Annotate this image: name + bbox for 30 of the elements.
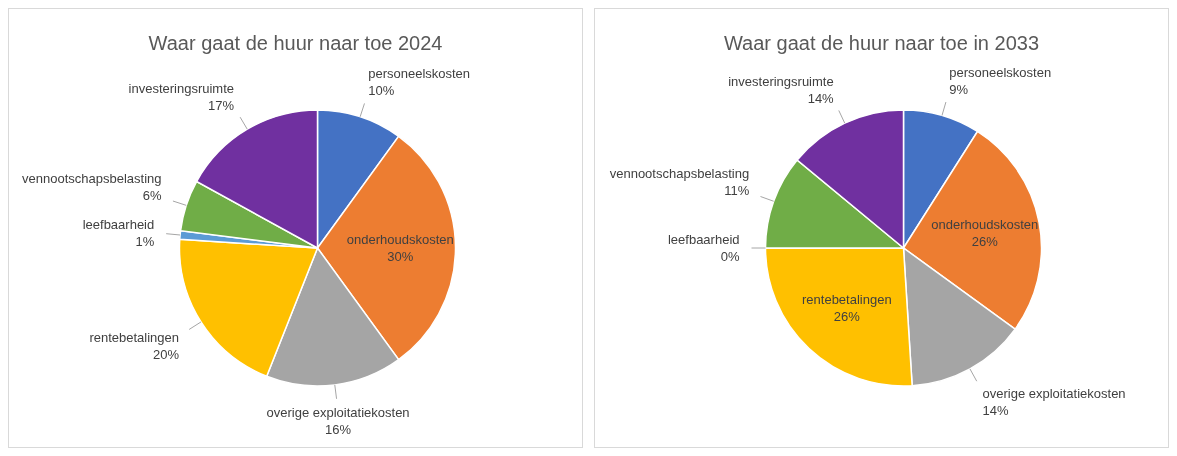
data-label: 20% — [153, 346, 180, 362]
slice-label: leefbaarheid — [82, 216, 155, 232]
data-label: 14% — [807, 90, 835, 106]
slice-label: onderhoudskosten — [931, 216, 1039, 232]
data-label: 11% — [724, 183, 750, 199]
slice-label: personeelskosten — [368, 66, 471, 82]
data-label: 6% — [142, 188, 162, 204]
data-label: 14% — [982, 402, 1009, 418]
data-label: 9% — [949, 81, 969, 97]
slice-label: vennootschapsbelasting — [609, 166, 750, 182]
data-label: 26% — [833, 309, 861, 325]
slice-label: investeringsruimte — [728, 73, 834, 89]
slice-label: overige exploitatiekosten — [982, 385, 1126, 401]
chart-title: Waar gaat de huur naar toe in 2033 — [723, 32, 1040, 54]
slice-label: overige exploitatiekosten — [266, 404, 410, 420]
data-label: 10% — [368, 83, 395, 99]
slice-label: rentebetalingen — [89, 329, 180, 345]
data-label: 17% — [207, 97, 235, 113]
legend-label: leefbaarheid — [667, 232, 740, 247]
text: 0% — [720, 249, 740, 264]
data-label: 1% — [135, 233, 155, 249]
slice-label: onderhoudskosten — [346, 232, 454, 247]
data-label: 30% — [387, 249, 414, 264]
data-label: 16% — [325, 421, 352, 437]
slice-label: personeelskosten — [949, 64, 1052, 80]
slice-label: vennootschapsbelasting — [22, 171, 162, 187]
data-label: 26% — [971, 233, 999, 249]
slice-label: investeringsruimte — [128, 80, 235, 96]
slice-label: rentebetalingen — [802, 292, 892, 308]
chart-title: Waar gaat de huur naar toe 2024 — [148, 32, 443, 54]
